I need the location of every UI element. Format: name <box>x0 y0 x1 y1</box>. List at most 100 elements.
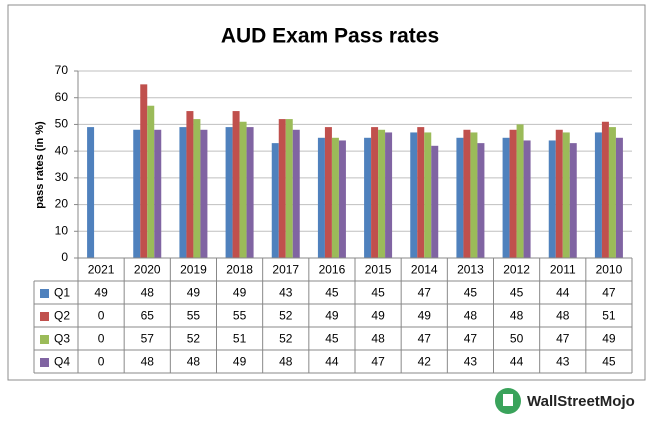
legend-label: Q2 <box>54 309 70 323</box>
bar <box>271 143 279 258</box>
x-tick-label: 2013 <box>457 263 484 277</box>
x-tick-label: 2012 <box>503 263 530 277</box>
table-value: 55 <box>187 309 201 323</box>
x-tick-label: 2021 <box>88 263 115 277</box>
bar <box>463 129 471 258</box>
bar <box>548 140 556 258</box>
bar <box>179 127 187 258</box>
table-value: 49 <box>233 355 247 369</box>
table-value: 48 <box>141 286 155 300</box>
table-value: 44 <box>556 286 570 300</box>
bar <box>523 140 531 258</box>
table-value: 44 <box>510 355 524 369</box>
bar <box>378 129 386 258</box>
bar <box>410 132 418 258</box>
table-value: 43 <box>556 355 570 369</box>
bar <box>417 127 425 258</box>
bar <box>431 145 439 258</box>
y-tick-label: 0 <box>61 250 68 264</box>
legend-label: Q4 <box>54 355 70 369</box>
table-value: 49 <box>371 309 385 323</box>
bar <box>285 119 293 258</box>
bar <box>331 137 339 258</box>
x-tick-label: 2011 <box>550 263 576 277</box>
bar <box>502 137 510 258</box>
bar <box>133 129 141 258</box>
bar <box>371 127 379 258</box>
x-tick-label: 2017 <box>272 263 299 277</box>
x-tick-label: 2020 <box>134 263 161 277</box>
bar <box>278 119 286 258</box>
table-value: 45 <box>325 332 339 346</box>
table-value: 43 <box>464 355 478 369</box>
bar <box>601 121 609 258</box>
table-value: 48 <box>187 355 201 369</box>
x-tick-label: 2010 <box>596 263 623 277</box>
bar <box>477 143 485 258</box>
bar <box>594 132 602 258</box>
bar <box>338 140 346 258</box>
table-value: 45 <box>371 286 385 300</box>
legend-swatch <box>40 358 49 367</box>
bar <box>87 127 95 258</box>
table-value: 65 <box>141 309 155 323</box>
bar <box>193 119 201 258</box>
legend-swatch <box>40 335 49 344</box>
table-value: 47 <box>418 286 432 300</box>
x-tick-label: 2015 <box>365 263 392 277</box>
table-value: 48 <box>556 309 570 323</box>
table-value: 48 <box>141 355 155 369</box>
table-value: 51 <box>602 309 616 323</box>
table-value: 0 <box>98 355 105 369</box>
table-value: 49 <box>94 286 108 300</box>
bar <box>324 127 332 258</box>
table-value: 0 <box>98 332 105 346</box>
y-axis-label: pass rates (in %) <box>34 121 46 209</box>
bar <box>470 132 478 258</box>
table-value: 0 <box>98 309 105 323</box>
bar <box>456 137 464 258</box>
table-value: 48 <box>464 309 478 323</box>
table-value: 48 <box>371 332 385 346</box>
table-value: 47 <box>464 332 478 346</box>
logo-icon-mark <box>503 394 513 406</box>
table-value: 47 <box>602 286 616 300</box>
bar <box>154 129 162 258</box>
y-tick-label: 50 <box>55 117 69 131</box>
y-tick-label: 70 <box>55 63 69 77</box>
table-value: 45 <box>510 286 524 300</box>
y-tick-label: 40 <box>55 143 69 157</box>
bar <box>186 111 194 258</box>
x-tick-label: 2018 <box>226 263 253 277</box>
table-value: 49 <box>602 332 616 346</box>
legend-swatch <box>40 289 49 298</box>
x-tick-label: 2014 <box>411 263 438 277</box>
bar <box>516 124 524 258</box>
bar <box>424 132 432 258</box>
table-value: 42 <box>418 355 432 369</box>
bar <box>317 137 325 258</box>
table-value: 49 <box>325 309 339 323</box>
bar <box>615 137 623 258</box>
bar <box>225 127 233 258</box>
table-value: 45 <box>464 286 478 300</box>
bar <box>147 105 155 258</box>
legend-label: Q1 <box>54 286 70 300</box>
bar <box>292 129 300 258</box>
logo: WallStreetMojo <box>495 388 635 414</box>
table-value: 45 <box>325 286 339 300</box>
bar <box>555 129 563 258</box>
table-value: 49 <box>233 286 247 300</box>
table-value: 43 <box>279 286 293 300</box>
table-value: 48 <box>279 355 293 369</box>
table-value: 47 <box>371 355 385 369</box>
y-tick-label: 30 <box>55 170 69 184</box>
table-value: 47 <box>418 332 432 346</box>
table-value: 51 <box>233 332 247 346</box>
bar <box>562 132 570 258</box>
chart-title: AUD Exam Pass rates <box>221 25 439 48</box>
table-value: 47 <box>556 332 570 346</box>
bar <box>232 111 240 258</box>
table-value: 48 <box>510 309 524 323</box>
